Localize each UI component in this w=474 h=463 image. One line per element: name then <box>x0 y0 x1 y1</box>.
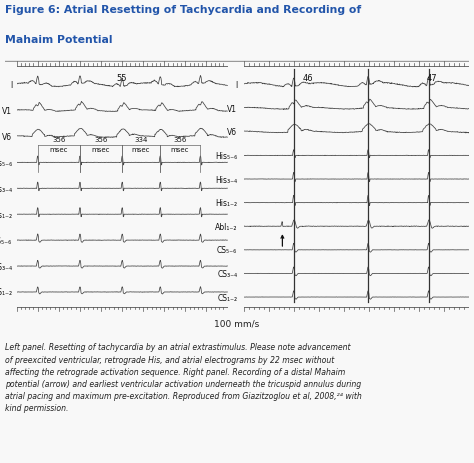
Text: msec: msec <box>132 147 150 153</box>
Text: CS₁₋₂: CS₁₋₂ <box>0 288 12 297</box>
Text: Abl₁₋₂: Abl₁₋₂ <box>215 222 237 231</box>
Text: V6: V6 <box>227 128 237 137</box>
Text: CS₁₋₂: CS₁₋₂ <box>217 293 237 302</box>
Text: Mahaim Potential: Mahaim Potential <box>5 35 112 45</box>
Text: 46: 46 <box>302 74 313 83</box>
Text: msec: msec <box>171 147 189 153</box>
Text: His₁₋₂: His₁₋₂ <box>0 210 12 219</box>
Text: V1: V1 <box>2 107 12 116</box>
Text: 47: 47 <box>427 74 437 83</box>
Text: 356: 356 <box>173 137 187 143</box>
Text: msec: msec <box>91 147 110 153</box>
Text: Figure 6: Atrial Resetting of Tachycardia and Recording of: Figure 6: Atrial Resetting of Tachycardi… <box>5 5 361 15</box>
Text: CS₅₋₆: CS₅₋₆ <box>0 236 12 245</box>
Text: 100 mm/s: 100 mm/s <box>214 319 260 327</box>
Text: CS₃₋₄: CS₃₋₄ <box>217 269 237 278</box>
Text: His₃₋₄: His₃₋₄ <box>0 184 12 194</box>
Text: His₅₋₆: His₅₋₆ <box>215 151 237 161</box>
Text: His₃₋₄: His₃₋₄ <box>215 175 237 184</box>
Text: CS₃₋₄: CS₃₋₄ <box>0 262 12 271</box>
Text: I: I <box>10 81 12 90</box>
Text: V6: V6 <box>2 133 12 142</box>
Text: 356: 356 <box>94 137 108 143</box>
Text: His₅₋₆: His₅₋₆ <box>0 158 12 168</box>
Text: I: I <box>235 81 237 90</box>
Text: Left panel. Resetting of tachycardia by an atrial extrastimulus. Please note adv: Left panel. Resetting of tachycardia by … <box>5 343 362 412</box>
Text: 356: 356 <box>52 137 65 143</box>
Text: V1: V1 <box>228 105 237 113</box>
Text: 334: 334 <box>134 137 148 143</box>
Text: CS₅₋₆: CS₅₋₆ <box>217 246 237 255</box>
Text: His₁₋₂: His₁₋₂ <box>215 199 237 208</box>
Text: msec: msec <box>49 147 68 153</box>
Text: 55: 55 <box>117 74 128 83</box>
